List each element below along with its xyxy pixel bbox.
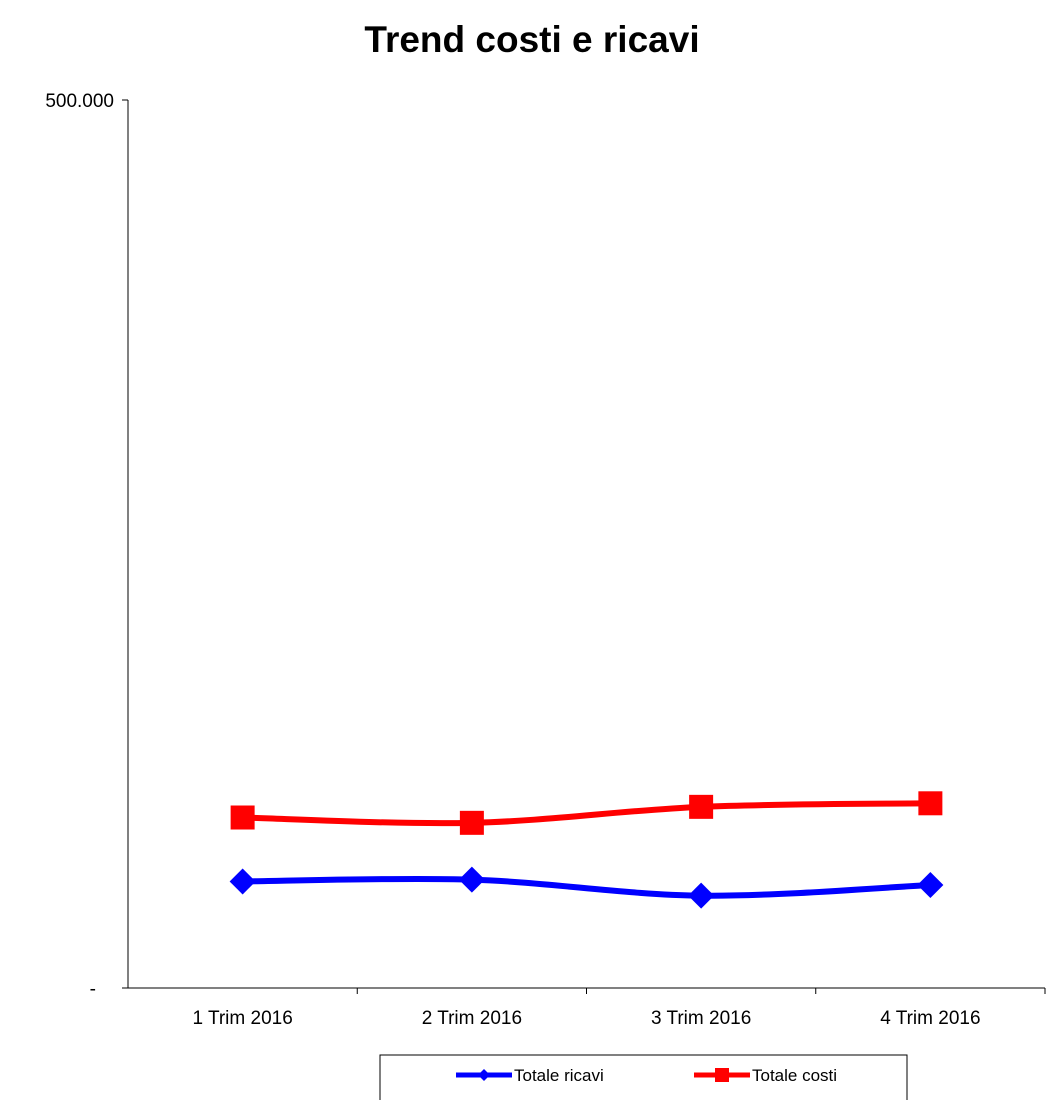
data-point-totale-ricavi — [917, 871, 944, 898]
y-tick-label-bottom: - — [90, 979, 96, 1000]
series-line-totale-costi — [242, 800, 931, 827]
axes: 500.000 - — [45, 91, 1045, 1000]
x-ticks: 1 Trim 2016 2 Trim 2016 3 Trim 2016 4 Trim … — [192, 988, 1046, 1029]
data-point-totale-ricavi — [458, 866, 485, 893]
legend-marker-costi — [715, 1068, 729, 1082]
series-line-totale-ricavi — [242, 875, 931, 899]
x-tick-label: 4 Trim 2016 — [880, 1008, 980, 1029]
x-tick-label: 1 Trim 2016 — [192, 1008, 292, 1029]
legend: Totale ricavi Totale costi — [379, 1054, 908, 1100]
y-tick-label-top: 500.000 — [45, 91, 114, 112]
data-point-totale-costi — [689, 794, 714, 819]
x-tick-label: 3 Trim 2016 — [651, 1008, 751, 1029]
data-point-totale-ricavi — [229, 868, 256, 895]
legend-label-ricavi: Totale ricavi — [514, 1066, 604, 1085]
data-point-totale-costi — [918, 791, 943, 816]
legend-label-costi: Totale costi — [752, 1066, 837, 1085]
series-layer — [229, 791, 944, 909]
data-point-totale-costi — [459, 810, 484, 835]
legend-marker-ricavi — [478, 1069, 490, 1081]
data-point-totale-ricavi — [688, 882, 715, 909]
x-tick-label: 2 Trim 2016 — [422, 1008, 522, 1029]
chart-title: Trend costi e ricavi — [364, 19, 699, 60]
data-point-totale-costi — [230, 805, 255, 830]
